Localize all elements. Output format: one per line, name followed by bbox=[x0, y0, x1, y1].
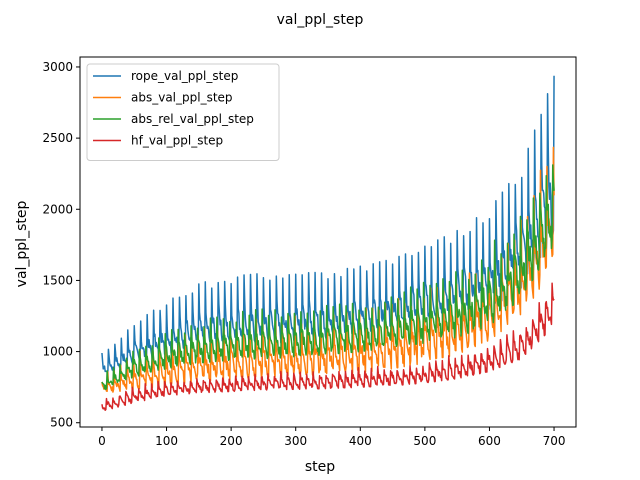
x-tick-label: 100 bbox=[155, 434, 178, 448]
series-line-abs-rel-val-ppl-step bbox=[101, 164, 555, 391]
y-tick-label: 2500 bbox=[42, 131, 73, 145]
x-tick-label: 200 bbox=[220, 434, 243, 448]
x-tick-label: 600 bbox=[478, 434, 501, 448]
legend: rope_val_ppl_step abs_val_ppl_step abs_rel… bbox=[86, 63, 280, 161]
series-layer bbox=[101, 75, 555, 411]
y-tick-label: 3000 bbox=[42, 60, 73, 74]
legend-box bbox=[86, 63, 280, 161]
y-tick-label: 2000 bbox=[42, 202, 73, 216]
series-line-hf-val-ppl-step bbox=[101, 282, 555, 411]
x-tick-label: 700 bbox=[543, 434, 566, 448]
plot-frame bbox=[79, 56, 577, 428]
legend-label: abs_rel_val_ppl_step bbox=[131, 112, 254, 126]
y-axis-title: val_ppl_step bbox=[14, 201, 30, 288]
x-axis: 0 100 200 300 400 500 600 700 bbox=[98, 427, 565, 448]
x-tick-label: 400 bbox=[349, 434, 372, 448]
y-tick-label: 500 bbox=[50, 416, 73, 430]
legend-label: abs_val_ppl_step bbox=[131, 91, 233, 105]
chart-title: val_ppl_step bbox=[277, 12, 364, 28]
x-tick-label: 0 bbox=[98, 434, 106, 448]
y-tick-label: 1000 bbox=[42, 345, 73, 359]
x-tick-label: 300 bbox=[284, 434, 307, 448]
x-tick-label: 500 bbox=[413, 434, 436, 448]
y-tick-label: 1500 bbox=[42, 273, 73, 287]
y-axis: 500 1000 1500 2000 2500 3000 bbox=[42, 60, 80, 430]
x-axis-title: step bbox=[305, 459, 335, 475]
legend-label: hf_val_ppl_step bbox=[131, 134, 223, 148]
legend-label: rope_val_ppl_step bbox=[131, 69, 238, 83]
